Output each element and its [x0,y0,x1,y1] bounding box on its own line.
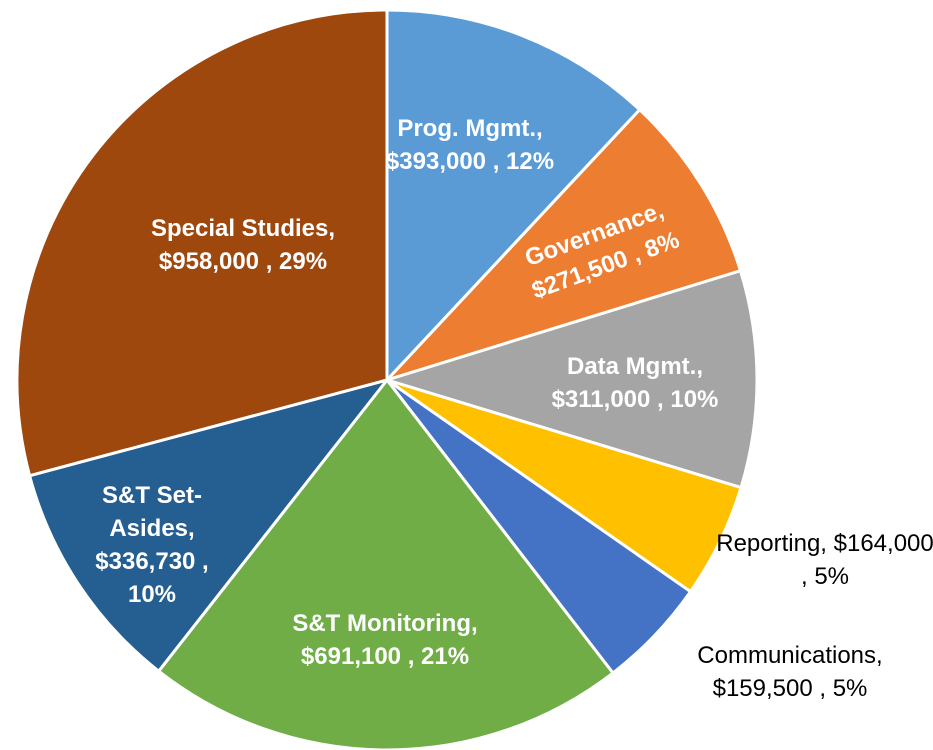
pie-slice [385,8,642,384]
slice-label: S&T Monitoring, $691,100 , 21% [250,607,520,673]
slice-label: Data Mgmt., $311,000 , 10% [515,350,755,416]
pie-slice [381,268,759,490]
slice-label: S&T Set-Asides, $336,730 , 10% [82,479,222,611]
value-label: $336,730 , 10% [95,548,209,608]
value-label: $164,000 , 5% [800,530,933,590]
value-label: $311,000 , 10% [551,386,719,413]
category-label: S&T Monitoring, [292,610,478,637]
category-label: Prog. Mgmt., [397,115,543,142]
value-label: $691,100 , 21% [300,643,470,670]
slice-label: Prog. Mgmt., $393,000 , 12% [385,112,555,178]
category-label: Data Mgmt., [566,353,703,380]
pie-slice [382,107,743,384]
value-label: $159,500 , 5% [712,675,868,702]
slice-label: Communications, $159,500 , 5% [660,639,920,705]
value-label: $393,000 , 12% [385,148,555,175]
slice-label: Special Studies, $958,000 , 29% [108,212,378,278]
category-label: Special Studies, [150,215,336,242]
pie-slice [15,8,389,478]
category-label: S&T Set-Asides, [101,482,202,542]
slice-label: Reporting, $164,000 , 5% [715,527,933,593]
category-label: Reporting, [716,530,827,557]
value-label: $958,000 , 29% [158,248,328,275]
category-label: Communications, [697,642,883,669]
